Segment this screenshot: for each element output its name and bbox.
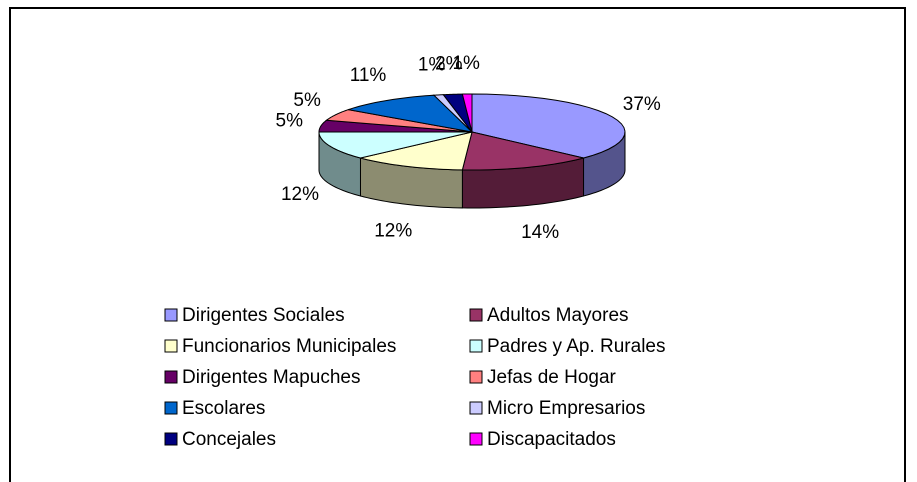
legend-swatch bbox=[469, 370, 483, 384]
legend-swatch bbox=[164, 432, 178, 446]
legend-swatch bbox=[164, 308, 178, 322]
legend-swatch bbox=[164, 339, 178, 353]
data-label: 1% bbox=[452, 53, 480, 74]
data-label: 12% bbox=[374, 221, 412, 242]
legend-swatch bbox=[469, 308, 483, 322]
slice bbox=[360, 131, 473, 171]
data-label: 37% bbox=[623, 94, 661, 115]
slice bbox=[318, 131, 473, 159]
slice bbox=[442, 93, 473, 133]
slice bbox=[461, 131, 584, 171]
data-label: 14% bbox=[521, 222, 559, 243]
slice bbox=[348, 94, 474, 133]
data-label: 12% bbox=[281, 184, 319, 205]
slice bbox=[325, 109, 473, 133]
legend-swatch bbox=[469, 339, 483, 353]
legend-label: Dirigentes Mapuches bbox=[182, 367, 360, 388]
legend-label: Jefas de Hogar bbox=[487, 367, 617, 388]
legend-label: Adultos Mayores bbox=[487, 305, 629, 326]
data-label: 5% bbox=[293, 90, 321, 111]
legend-label: Micro Empresarios bbox=[487, 398, 645, 419]
slice bbox=[461, 93, 473, 133]
slice bbox=[471, 93, 626, 159]
legend-label: Escolares bbox=[182, 398, 265, 419]
legend-swatch bbox=[164, 401, 178, 415]
data-label: 5% bbox=[276, 110, 304, 131]
legend-swatch bbox=[469, 401, 483, 415]
data-label: 1% bbox=[418, 55, 446, 76]
legend-swatch bbox=[164, 370, 178, 384]
slice bbox=[432, 94, 473, 133]
data-label: 11% bbox=[350, 65, 387, 86]
data-label: 2% bbox=[435, 54, 463, 75]
legend-label: Funcionarios Municipales bbox=[182, 336, 396, 357]
legend-label: Padres y Ap. Rurales bbox=[487, 336, 665, 357]
chart-frame bbox=[9, 7, 906, 482]
legend-swatch bbox=[469, 432, 483, 446]
legend-label: Dirigentes Sociales bbox=[182, 305, 345, 326]
legend-label: Concejales bbox=[182, 429, 276, 450]
legend-label: Discapacitados bbox=[487, 429, 616, 450]
